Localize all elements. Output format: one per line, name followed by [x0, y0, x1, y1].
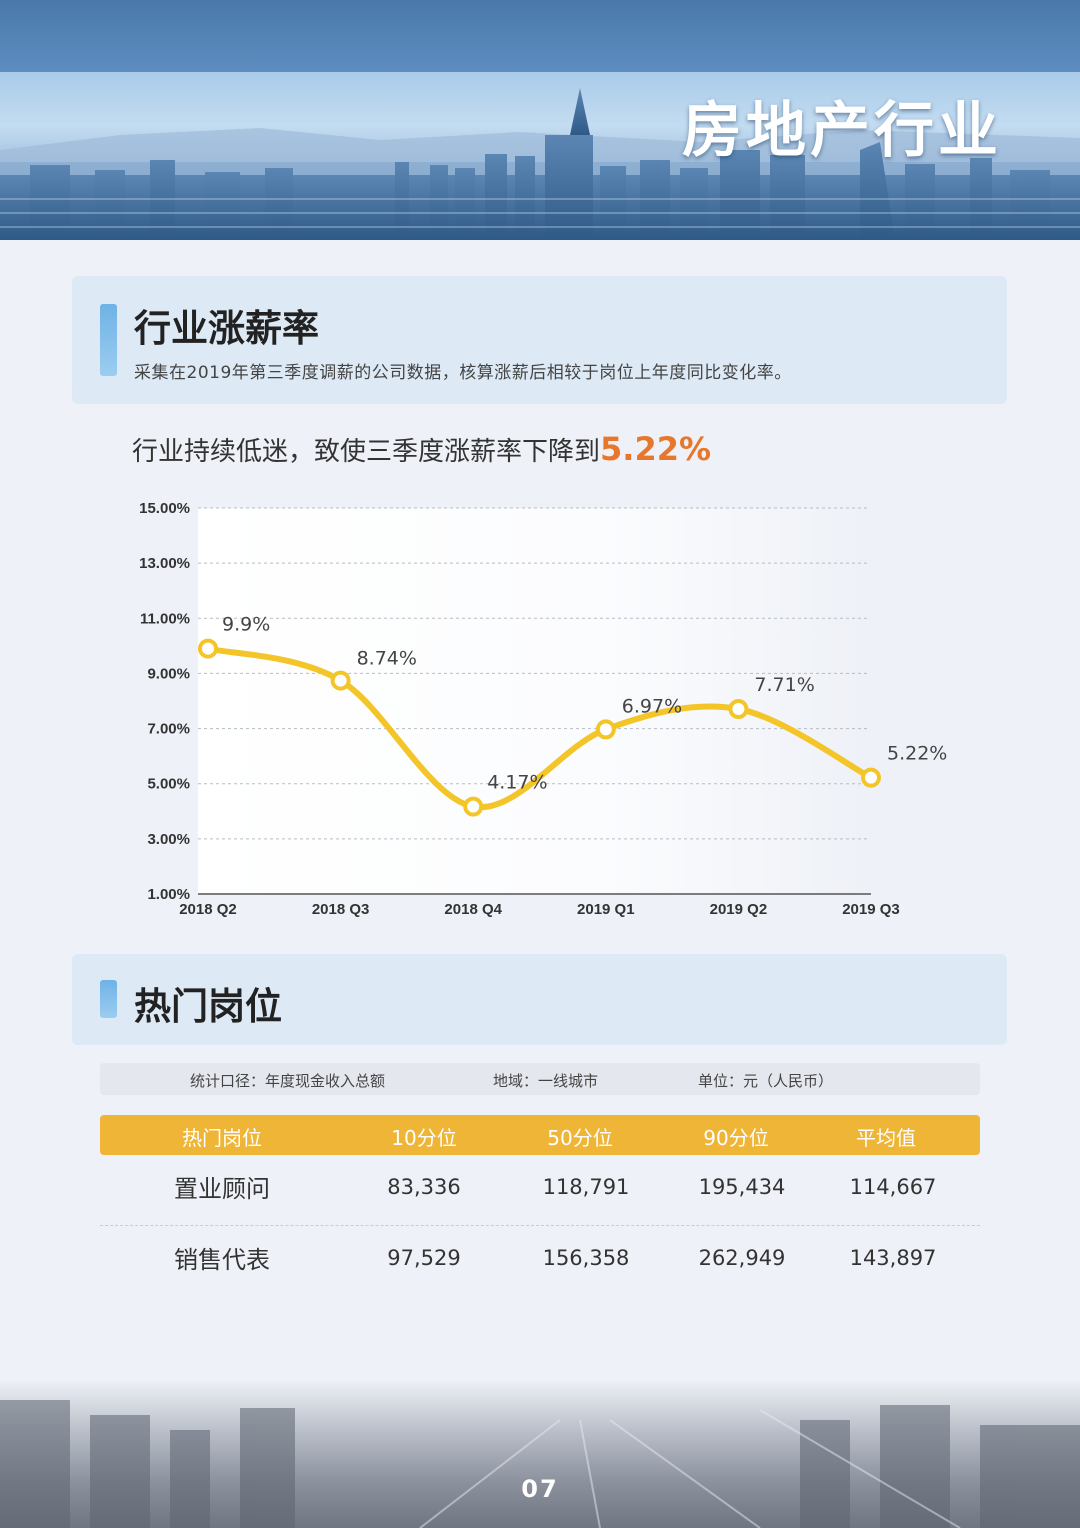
- section-title: 行业涨薪率: [134, 307, 319, 350]
- y-tick-label: 7.00%: [147, 721, 190, 738]
- y-tick-label: 13.00%: [139, 555, 190, 572]
- data-point: [595, 719, 616, 740]
- salary-growth-line-chart: 1.00% 3.00% 5.00% 7.00% 9.00% 11.00% 13.00% 15.…: [139, 500, 947, 918]
- section-accent-bar: [100, 304, 117, 376]
- y-tick-label: 1.00%: [147, 886, 190, 903]
- section-hot-positions-header: 热门岗位: [72, 954, 1007, 1045]
- cell-p10: 83,336: [387, 1175, 461, 1199]
- page-number: 07: [521, 1475, 559, 1503]
- data-point: [198, 638, 218, 659]
- table-row: 销售代表 97,529 156,358 262,949 143,897: [100, 1236, 980, 1306]
- data-label: 6.97%: [622, 695, 682, 717]
- cell-p50: 118,791: [542, 1175, 630, 1199]
- cell-p90: 262,949: [698, 1246, 786, 1270]
- headline-highlight: 5.22%: [600, 430, 712, 468]
- section-salary-growth-header: 行业涨薪率 采集在2019年第三季度调薪的公司数据，核算涨薪后相较于岗位上年度同…: [72, 276, 1007, 404]
- headline-text: 行业持续低迷，致使三季度涨薪率下降到: [132, 437, 601, 467]
- city-skyline-image: [0, 88, 1080, 240]
- data-label: 4.17%: [487, 772, 547, 794]
- meta-region: 地域：一线城市: [493, 1072, 599, 1090]
- y-tick-label: 3.00%: [147, 831, 190, 848]
- data-label: 8.74%: [357, 648, 417, 670]
- y-tick-label: 15.00%: [139, 500, 190, 517]
- meta-unit: 单位：元（人民币）: [698, 1072, 834, 1090]
- x-tick-label: 2019 Q1: [577, 901, 635, 918]
- data-point: [330, 670, 351, 691]
- table-header: 热门岗位 10分位 50分位 90分位 平均值: [100, 1115, 980, 1155]
- footer-city-image: [0, 1380, 1080, 1528]
- x-tick-label: 2018 Q3: [312, 901, 370, 918]
- header-position: 热门岗位: [182, 1126, 262, 1150]
- section-accent-bar: [100, 980, 117, 1018]
- row-divider: [100, 1225, 980, 1226]
- cell-p90: 195,434: [698, 1175, 786, 1199]
- data-label: 5.22%: [887, 743, 947, 765]
- plot-area: [198, 508, 870, 894]
- page-title: 房地产行业: [682, 96, 1002, 166]
- cell-position: 销售代表: [174, 1246, 270, 1274]
- banner-top-band: [0, 0, 1080, 72]
- meta-scope: 统计口径：年度现金收入总额: [190, 1072, 386, 1090]
- data-point: [728, 698, 749, 719]
- cell-p10: 97,529: [387, 1246, 461, 1270]
- cell-position: 置业顾问: [174, 1175, 270, 1203]
- chart-headline: 行业持续低迷，致使三季度涨薪率下降到5.22%: [132, 430, 711, 468]
- y-tick-label: 9.00%: [147, 665, 190, 682]
- cell-average: 143,897: [849, 1246, 937, 1270]
- cell-average: 114,667: [849, 1175, 937, 1199]
- x-tick-label: 2018 Q2: [179, 901, 237, 918]
- data-point: [861, 767, 881, 788]
- header-banner: 房地产行业: [0, 0, 1080, 240]
- x-tick-label: 2019 Q2: [710, 901, 768, 918]
- header-p10: 10分位: [391, 1126, 457, 1150]
- header-p50: 50分位: [547, 1126, 613, 1150]
- data-label: 7.71%: [754, 674, 814, 696]
- section-description: 采集在2019年第三季度调薪的公司数据，核算涨薪后相较于岗位上年度同比变化率。: [134, 363, 792, 383]
- table-row: 置业顾问 83,336 118,791 195,434 114,667: [100, 1165, 980, 1235]
- y-tick-label: 11.00%: [140, 610, 190, 627]
- cell-p50: 156,358: [542, 1246, 630, 1270]
- footer-city-graphic: [0, 1400, 1080, 1528]
- header-average: 平均值: [856, 1126, 916, 1150]
- section-title: 热门岗位: [134, 985, 282, 1028]
- x-tick-label: 2019 Q3: [842, 901, 900, 918]
- table-meta-bar: 统计口径：年度现金收入总额 地域：一线城市 单位：元（人民币）: [100, 1063, 980, 1095]
- y-tick-label: 5.00%: [147, 776, 190, 793]
- header-p90: 90分位: [703, 1126, 769, 1150]
- x-tick-label: 2018 Q4: [444, 901, 502, 918]
- data-point: [463, 796, 484, 817]
- data-label: 9.9%: [222, 614, 270, 636]
